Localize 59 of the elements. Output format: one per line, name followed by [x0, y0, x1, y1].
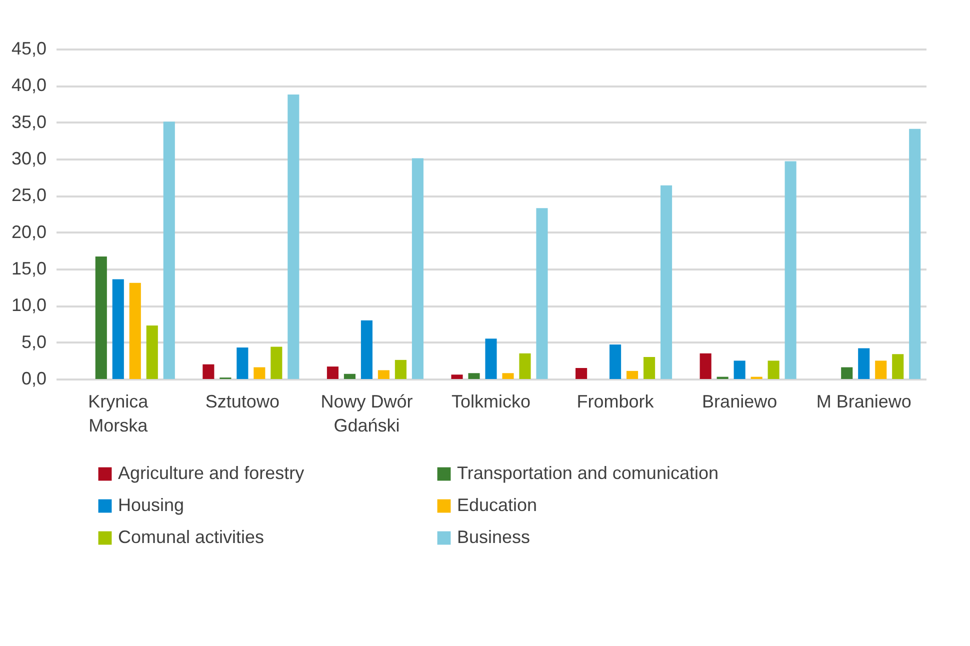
y-tick-label: 40,0: [11, 75, 46, 96]
bar: [610, 344, 622, 379]
y-tick-label: 5,0: [21, 332, 46, 352]
bar: [700, 353, 712, 379]
y-tick-label: 25,0: [11, 185, 46, 206]
bar: [451, 374, 463, 379]
bar: [892, 354, 904, 379]
bar: [202, 364, 214, 379]
bar: [468, 373, 480, 379]
y-tick-label: 30,0: [11, 148, 46, 168]
y-tick-label: 35,0: [11, 112, 46, 132]
y-tick-label: 15,0: [11, 258, 46, 278]
x-tick-label: Sztutowo: [205, 392, 280, 412]
legend-label: Comunal activities: [118, 527, 264, 547]
x-tick-label: Krynica Morska: [88, 392, 150, 436]
bar: [254, 367, 266, 379]
x-tick-label: Braniewo: [702, 392, 778, 412]
bar: [502, 373, 514, 379]
x-tick-label: Tolkmicko: [451, 392, 531, 412]
bar: [644, 357, 656, 379]
legend-label: Transportation and comunication: [457, 463, 718, 483]
bar: [858, 348, 870, 379]
bar: [360, 320, 372, 379]
y-tick-label: 45,0: [11, 38, 46, 58]
bar: [485, 338, 497, 379]
bar: [784, 161, 796, 379]
bar: [288, 94, 300, 379]
x-tick-label: Nowy Dwór Gdański: [320, 392, 413, 436]
legend-label: Housing: [118, 495, 184, 515]
bar: [146, 325, 158, 379]
legend-label: Business: [457, 527, 530, 547]
bar: [236, 347, 248, 379]
bar: [344, 374, 356, 379]
legend-label: Agriculture and forestry: [118, 463, 304, 483]
bar: [129, 282, 141, 379]
bar: [576, 368, 588, 379]
y-tick-label: 0,0: [21, 368, 46, 388]
bar: [270, 346, 282, 379]
bar: [536, 208, 548, 379]
bar: [163, 122, 175, 379]
x-tick-label: Frombork: [576, 392, 655, 412]
bar: [519, 353, 531, 379]
y-tick-label: 10,0: [11, 295, 46, 316]
bar: [95, 256, 107, 379]
bar: [660, 185, 672, 379]
legend-label: Education: [457, 495, 538, 515]
bar: [412, 158, 424, 379]
bar: [768, 360, 780, 379]
bar: [394, 360, 406, 379]
bar: [875, 360, 887, 379]
x-tick-label: M Braniewo: [816, 392, 912, 412]
bar: [626, 370, 638, 379]
y-tick-label: 20,0: [11, 222, 46, 242]
bar: [378, 370, 390, 379]
bar: [112, 279, 124, 379]
bar: [909, 128, 921, 379]
bar: [734, 360, 746, 379]
bar: [326, 366, 338, 379]
bar: [841, 367, 853, 379]
